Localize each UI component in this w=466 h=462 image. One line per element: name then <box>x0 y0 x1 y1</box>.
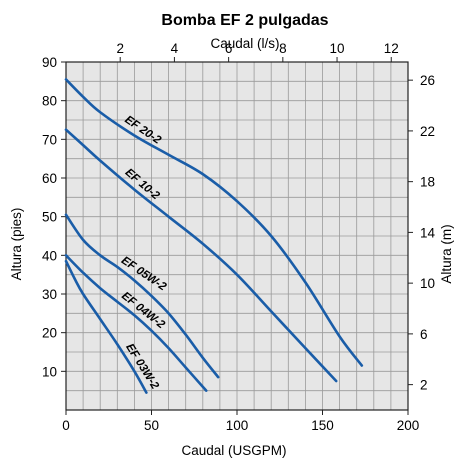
y-tick-label: 10 <box>42 364 57 379</box>
top-x-tick-label: 6 <box>225 41 233 56</box>
x-tick-label: 0 <box>62 418 70 433</box>
x-tick-label: 150 <box>311 418 334 433</box>
x-tick-label: 100 <box>226 418 249 433</box>
top-x-tick-label: 12 <box>384 41 399 56</box>
y-tick-label: 80 <box>42 94 57 109</box>
y-tick-label: 40 <box>42 248 57 263</box>
y-tick-label: 70 <box>42 132 57 147</box>
series-line <box>64 213 220 379</box>
top-x-axis-label: Caudal (l/s) <box>210 36 279 51</box>
right-y-tick-label: 22 <box>420 124 435 139</box>
series-line <box>64 254 208 392</box>
series-line <box>64 259 148 394</box>
right-y-tick-label: 2 <box>420 378 428 393</box>
y-tick-label: 20 <box>42 326 57 341</box>
top-x-tick-label: 4 <box>171 41 179 56</box>
y-tick-label: 90 <box>42 55 57 70</box>
x-tick-label: 50 <box>144 418 159 433</box>
y-axis-label: Altura (pies) <box>9 208 24 281</box>
series-line <box>64 128 338 383</box>
y-tick-label: 50 <box>42 210 57 225</box>
x-tick-label: 200 <box>397 418 420 433</box>
top-x-tick-label: 8 <box>279 41 287 56</box>
right-y-tick-label: 18 <box>420 175 435 190</box>
top-x-tick-label: 10 <box>330 41 345 56</box>
y-tick-label: 30 <box>42 287 57 302</box>
right-y-tick-label: 14 <box>420 225 436 240</box>
top-x-tick-label: 2 <box>116 41 124 56</box>
x-axis-label: Caudal (USGPM) <box>181 443 286 458</box>
series-line <box>64 78 364 367</box>
chart-title: Bomba EF 2 pulgadas <box>161 12 328 29</box>
right-y-tick-label: 10 <box>420 276 435 291</box>
right-y-axis-label: Altura (m) <box>439 224 454 283</box>
right-y-tick-label: 6 <box>420 327 428 342</box>
right-y-tick-label: 26 <box>420 73 435 88</box>
y-tick-label: 60 <box>42 171 57 186</box>
